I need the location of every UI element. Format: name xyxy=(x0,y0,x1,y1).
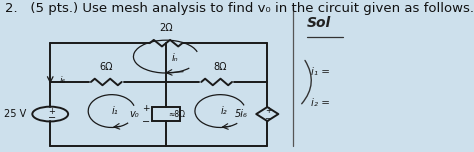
Text: −: − xyxy=(142,117,150,126)
Text: 2.   (5 pts.) Use mesh analysis to find v₀ in the circuit given as follows..: 2. (5 pts.) Use mesh analysis to find v₀… xyxy=(5,2,474,15)
Bar xyxy=(152,107,180,121)
Text: i₂: i₂ xyxy=(220,106,227,116)
Text: −: − xyxy=(264,114,272,123)
Text: i₁ =: i₁ = xyxy=(310,67,330,76)
Text: i₆: i₆ xyxy=(59,76,65,85)
Text: 2Ω: 2Ω xyxy=(159,23,173,33)
Text: +: + xyxy=(142,104,150,113)
Text: 8Ω: 8Ω xyxy=(213,62,227,72)
Text: ≈8Ω: ≈8Ω xyxy=(168,110,185,119)
Text: −: − xyxy=(48,113,56,123)
Text: 6Ω: 6Ω xyxy=(100,62,113,72)
Text: iₙ: iₙ xyxy=(172,53,178,63)
Text: i₂ =: i₂ = xyxy=(310,98,330,108)
Text: 5i₆: 5i₆ xyxy=(235,109,247,119)
Text: 25 V: 25 V xyxy=(4,109,27,119)
Text: +: + xyxy=(265,106,271,115)
Text: v₀: v₀ xyxy=(129,109,139,119)
Text: +: + xyxy=(49,107,55,116)
Text: i₁: i₁ xyxy=(112,106,118,116)
Text: Sol: Sol xyxy=(307,16,331,30)
